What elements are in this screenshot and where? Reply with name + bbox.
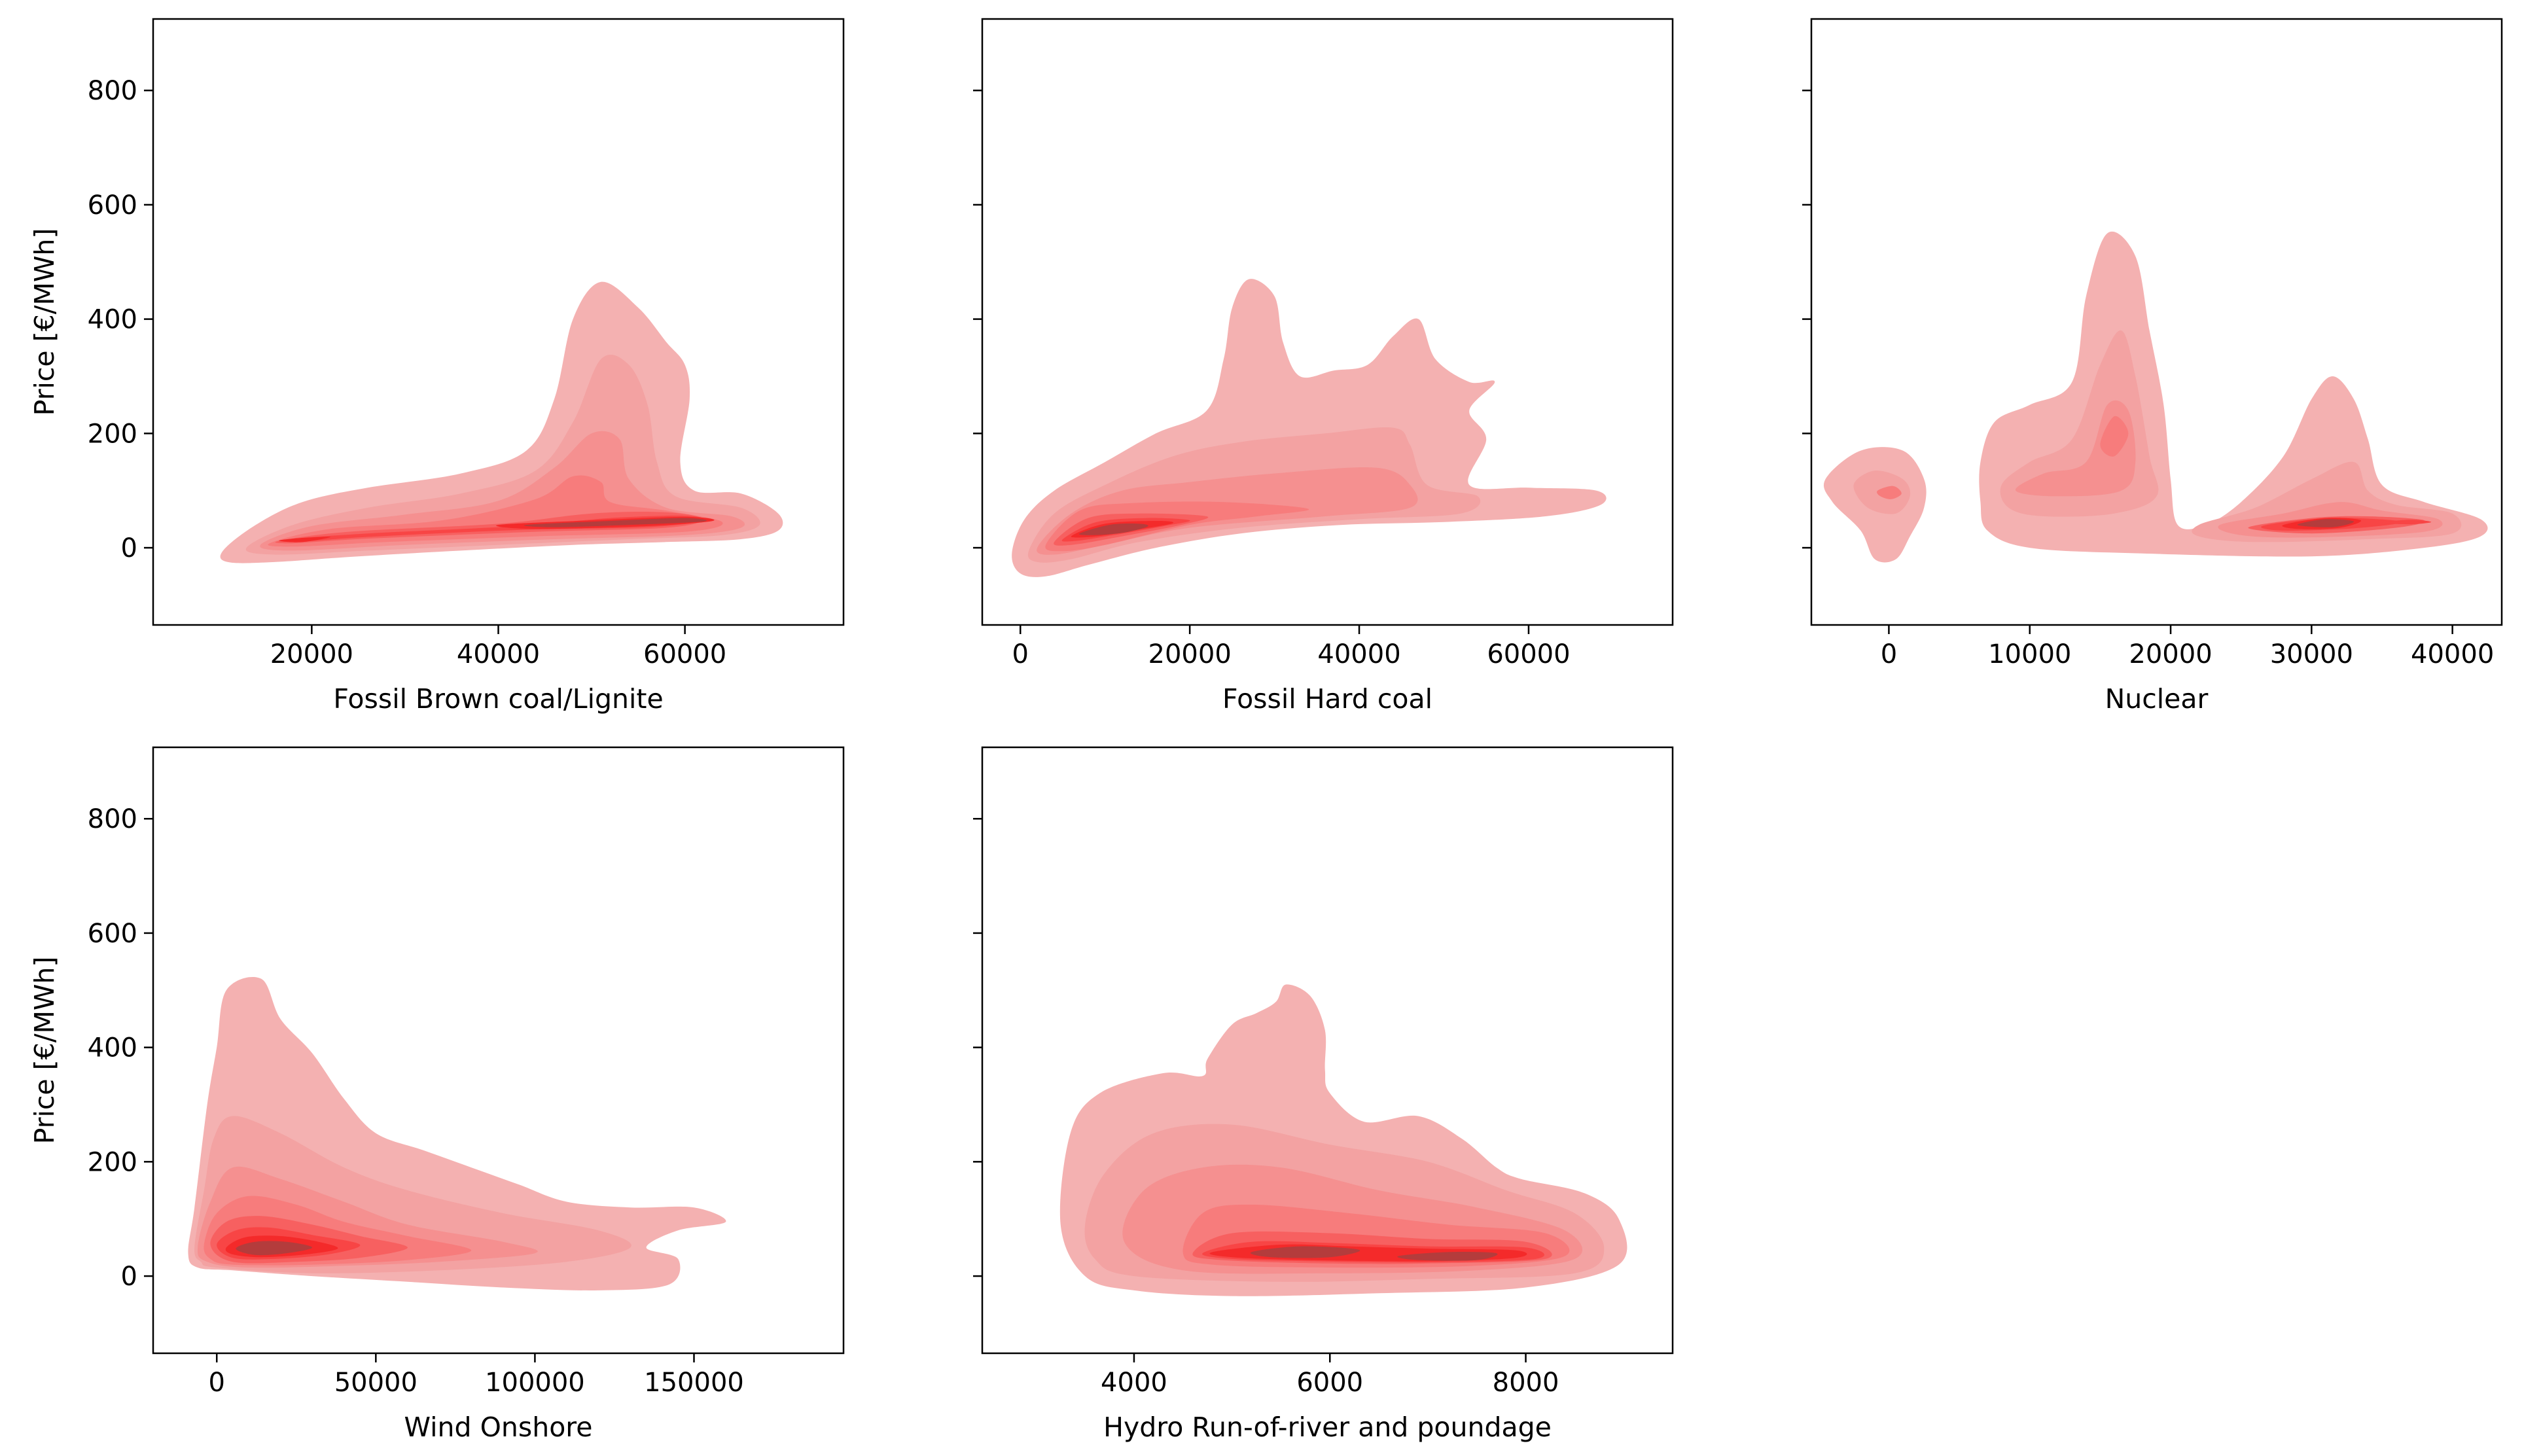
x-ticks: 0 10000 20000 30000 40000	[1881, 625, 2494, 669]
kde-region-level-7	[279, 537, 331, 542]
x-tick-label: 40000	[2411, 639, 2494, 669]
y-tick-label: 400	[88, 305, 137, 335]
x-tick-label: 20000	[270, 639, 353, 669]
kde-region-level-3	[2015, 400, 2136, 497]
x-tick-label: 20000	[2129, 639, 2212, 669]
x-tick-label: 10000	[1988, 639, 2071, 669]
plot-area	[981, 746, 1674, 1355]
axes-frame	[152, 746, 845, 1355]
panel-0: 20000 40000 60000 0 200 400 600 800 Fossil Bro…	[29, 18, 845, 715]
panel-2: 0 10000 20000 30000 40000 Nuclear	[1802, 18, 2503, 715]
y-tick-label: 800	[88, 804, 137, 834]
x-ticks: 0 20000 40000 60000	[1012, 625, 1571, 669]
y-tick-label: 200	[88, 419, 137, 449]
kde-density-regions	[1059, 984, 1627, 1296]
kde-region-level-8	[2297, 519, 2355, 527]
x-tick-label: 0	[1012, 639, 1029, 669]
kde-region-level-6	[2382, 520, 2432, 525]
x-tick-label: 50000	[334, 1368, 418, 1398]
plot-area	[981, 18, 1674, 626]
x-axis-label: Fossil Hard coal	[1222, 683, 1432, 715]
y-ticks: 0 200 400 600 800	[88, 76, 153, 563]
x-tick-label: 60000	[643, 639, 726, 669]
axes-frame	[981, 746, 1674, 1355]
x-axis-label: Nuclear	[2105, 683, 2209, 715]
y-ticks	[1802, 89, 1811, 549]
x-tick-label: 0	[209, 1368, 225, 1398]
x-tick-label: 40000	[1317, 639, 1400, 669]
y-tick-label: 0	[121, 1262, 137, 1292]
kde-density-regions	[1823, 231, 2488, 563]
y-tick-label: 0	[121, 533, 137, 563]
kde-region-level-8	[1079, 524, 1148, 535]
plot-area	[152, 746, 845, 1355]
y-axis-label: Price [€/MWh]	[29, 957, 60, 1145]
kde-region-level-8	[236, 1241, 313, 1256]
kde-region-level-4	[1045, 501, 1309, 552]
kde-region-level-4	[1877, 486, 1902, 499]
kde-region-level-4	[2100, 416, 2129, 457]
x-tick-label: 100000	[485, 1368, 585, 1398]
x-ticks: 20000 40000 60000	[270, 625, 726, 669]
y-tick-label: 200	[88, 1147, 137, 1177]
kde-region-level-8	[1250, 1246, 1360, 1258]
x-tick-label: 8000	[1493, 1368, 1559, 1398]
y-ticks	[973, 89, 982, 549]
y-tick-label: 600	[88, 919, 137, 949]
panel-4: 4000 6000 8000 Hydro Run-of-river and poun…	[973, 746, 1674, 1443]
x-tick-label: 40000	[457, 639, 540, 669]
x-tick-label: 6000	[1296, 1368, 1363, 1398]
y-tick-label: 400	[88, 1033, 137, 1063]
axes-frame	[1810, 18, 2503, 626]
kde-density-regions	[188, 976, 726, 1291]
x-tick-label: 30000	[2270, 639, 2353, 669]
x-axis-label: Hydro Run-of-river and poundage	[1103, 1412, 1552, 1443]
x-axis-label: Wind Onshore	[404, 1412, 593, 1443]
x-tick-label: 0	[1881, 639, 1897, 669]
axes-frame	[981, 18, 1674, 626]
x-ticks: 4000 6000 8000	[1101, 1353, 1559, 1398]
y-ticks: 0 200 400 600 800	[88, 804, 153, 1292]
panel-3: 0 50000 100000 150000 0 200 400 600 800 Wind On…	[29, 746, 845, 1443]
x-tick-label: 4000	[1101, 1368, 1167, 1398]
y-tick-label: 600	[88, 190, 137, 221]
kde-density-regions	[220, 281, 783, 563]
plot-area	[1810, 18, 2503, 626]
x-tick-label: 60000	[1487, 639, 1570, 669]
kde-region-level-8	[1397, 1252, 1498, 1261]
y-ticks	[973, 817, 982, 1277]
kde-region-level-8	[524, 518, 707, 527]
plot-area	[152, 18, 845, 626]
kde-density-regions	[1012, 279, 1607, 577]
y-tick-label: 800	[88, 76, 137, 106]
x-tick-label: 20000	[1148, 639, 1232, 669]
x-ticks: 0 50000 100000 150000	[209, 1353, 744, 1398]
x-tick-label: 150000	[644, 1368, 744, 1398]
y-axis-label: Price [€/MWh]	[29, 228, 60, 416]
panel-1: 0 20000 40000 60000 Fossil Hard coal	[973, 18, 1674, 715]
x-axis-label: Fossil Brown coal/Lignite	[333, 683, 663, 715]
